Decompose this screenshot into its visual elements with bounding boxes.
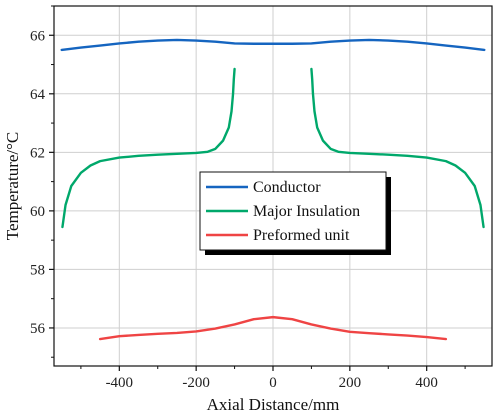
series-line-major-insulation	[61, 67, 236, 229]
series-line-preformed-unit	[98, 315, 448, 341]
x-tick-label: 0	[269, 375, 277, 391]
y-axis-label: Temperature/°C	[3, 132, 22, 241]
y-tick-label: 64	[30, 87, 46, 103]
y-tick-label: 60	[30, 204, 45, 220]
y-tick-label: 66	[30, 28, 46, 44]
x-axis-label: Axial Distance/mm	[207, 395, 340, 414]
y-tick-label: 62	[30, 145, 45, 161]
y-tick-label: 58	[30, 262, 45, 278]
x-tick-label: 200	[339, 375, 362, 391]
legend-label: Conductor	[253, 179, 321, 196]
axis-ticks: -400 -200 0 200 400 56 58 60 62 64 66	[30, 5, 466, 391]
x-tick-label: -200	[182, 375, 210, 391]
series-line-major-insulation	[310, 67, 485, 229]
legend: Conductor Major Insulation Preformed unit	[199, 171, 391, 255]
grid	[54, 6, 492, 366]
x-tick-label: -400	[106, 375, 134, 391]
y-tick-label: 56	[30, 321, 46, 337]
series-line-conductor	[60, 38, 486, 52]
series-lines	[60, 38, 486, 341]
legend-label: Major Insulation	[253, 203, 360, 220]
x-tick-label: 400	[415, 375, 438, 391]
legend-label: Preformed unit	[253, 227, 350, 244]
